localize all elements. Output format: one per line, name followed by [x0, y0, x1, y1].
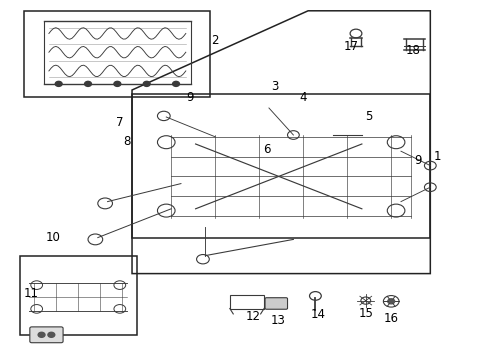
Circle shape: [172, 81, 179, 86]
Bar: [229, 295, 264, 309]
Text: 9: 9: [413, 154, 421, 167]
Text: 10: 10: [45, 231, 60, 244]
Circle shape: [387, 299, 394, 304]
Circle shape: [48, 332, 55, 337]
Text: 5: 5: [365, 111, 372, 123]
Bar: [20, 256, 137, 335]
Circle shape: [55, 81, 62, 86]
FancyBboxPatch shape: [264, 298, 287, 309]
Text: 16: 16: [383, 312, 398, 325]
FancyBboxPatch shape: [30, 327, 63, 343]
Circle shape: [114, 81, 121, 86]
Text: 9: 9: [185, 91, 193, 104]
Bar: [132, 94, 429, 238]
Text: 11: 11: [23, 287, 38, 300]
Text: 13: 13: [270, 314, 285, 327]
Text: 1: 1: [433, 150, 441, 163]
Text: 14: 14: [310, 308, 325, 321]
Text: 7: 7: [116, 116, 123, 129]
Text: 4: 4: [299, 91, 306, 104]
Text: 12: 12: [245, 310, 260, 323]
Circle shape: [84, 81, 91, 86]
Text: 2: 2: [211, 34, 219, 47]
Bar: [24, 11, 210, 97]
Text: 18: 18: [405, 44, 420, 57]
Text: 6: 6: [262, 143, 270, 156]
Text: 8: 8: [123, 135, 131, 148]
Text: 15: 15: [358, 307, 372, 320]
Circle shape: [143, 81, 150, 86]
Circle shape: [38, 332, 45, 337]
Text: 17: 17: [343, 40, 358, 53]
Text: 3: 3: [270, 80, 278, 93]
